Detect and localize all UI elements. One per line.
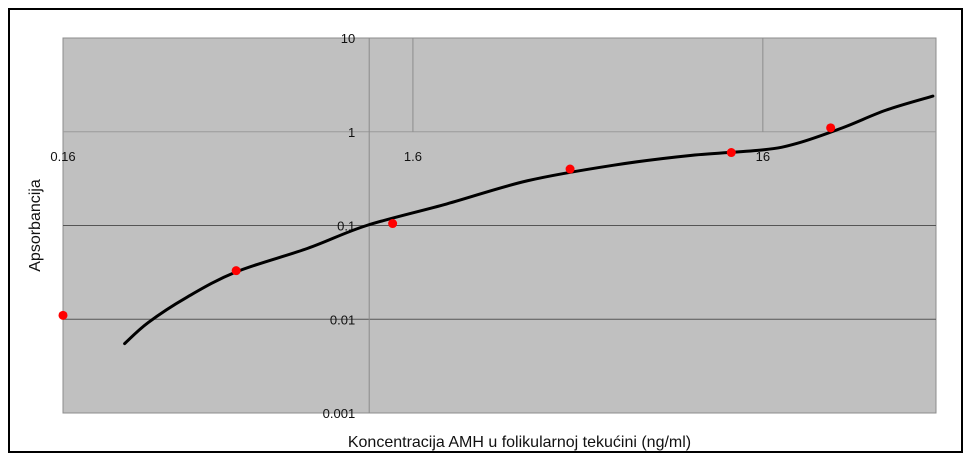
x-tick-label: 0.16 [50, 149, 75, 164]
data-point [726, 148, 736, 158]
data-point [826, 123, 836, 133]
y-tick-label: 10 [341, 31, 355, 46]
data-points [58, 123, 836, 320]
x-tick-label: 1.6 [404, 149, 422, 164]
x-axis-title: Koncentracija AMH u folikularnoj tekućin… [348, 434, 691, 451]
fit-curve [123, 94, 935, 346]
data-point [231, 266, 241, 276]
data-point [565, 164, 575, 174]
y-tick-label: 0.01 [330, 312, 355, 327]
y-axis-title: Apsorbancija [27, 179, 44, 272]
data-point [388, 219, 398, 229]
data-point [58, 310, 68, 320]
grid [63, 38, 936, 413]
y-tick-label: 1 [348, 125, 355, 140]
x-tick-label: 16 [756, 149, 770, 164]
y-tick-label: 0.001 [323, 406, 356, 421]
